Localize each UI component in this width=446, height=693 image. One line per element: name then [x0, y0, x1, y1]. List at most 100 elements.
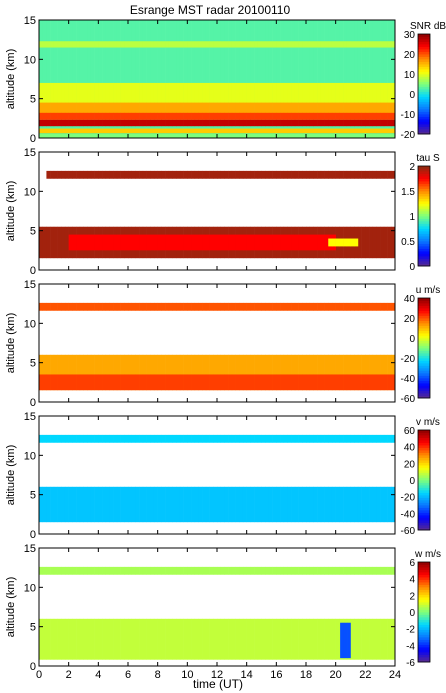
colorbar-segment	[418, 452, 430, 456]
data-cell	[194, 20, 199, 138]
data-cell	[313, 170, 318, 179]
data-cell	[306, 20, 311, 138]
colorbar-segment	[418, 111, 430, 115]
data-cell	[354, 128, 359, 134]
data-cell	[313, 134, 318, 138]
data-cell	[317, 566, 322, 575]
data-cell	[176, 102, 181, 115]
data-cell	[309, 128, 314, 134]
data-cell	[124, 119, 129, 127]
data-cell	[328, 354, 333, 391]
data-cell	[79, 618, 84, 660]
data-cell	[209, 134, 214, 138]
data-cell	[331, 434, 336, 443]
data-cell	[265, 354, 270, 391]
colorbar-tick-label: 0.5	[401, 237, 415, 248]
data-cell	[61, 566, 66, 575]
data-cell	[294, 234, 299, 251]
data-cell	[280, 302, 285, 311]
colorbar-segment	[418, 208, 430, 212]
data-cell	[350, 618, 355, 660]
colorbar-segment	[418, 238, 430, 242]
data-cell	[116, 434, 121, 443]
data-cell	[198, 170, 203, 179]
data-cell	[276, 119, 281, 127]
data-cell	[161, 374, 166, 391]
colorbar-segment	[418, 435, 430, 438]
data-cell	[128, 119, 133, 127]
data-cell	[87, 102, 92, 115]
colorbar-segment	[418, 365, 430, 369]
data-cell	[179, 302, 184, 311]
colorbar-segment	[418, 617, 430, 620]
y-tick-label: 10	[24, 54, 36, 66]
data-cell	[343, 302, 348, 311]
colorbar-segment	[418, 101, 430, 105]
data-cell	[150, 20, 155, 138]
data-cell	[280, 354, 285, 391]
data-cell	[324, 134, 329, 138]
colorbar-segment	[418, 562, 430, 565]
data-cell	[150, 170, 155, 179]
data-cell	[120, 486, 125, 523]
data-cell	[239, 134, 244, 138]
data-cell	[202, 566, 207, 575]
data-cell	[357, 128, 362, 134]
data-cell	[109, 618, 114, 660]
data-cell	[365, 20, 370, 138]
data-cell	[98, 566, 103, 575]
data-cell	[220, 102, 225, 115]
data-cell	[309, 302, 314, 311]
data-cell	[57, 134, 62, 138]
data-cell	[268, 119, 273, 127]
data-cell	[254, 112, 259, 120]
data-cell	[272, 112, 277, 120]
data-cell	[61, 102, 66, 115]
colorbar-segment	[418, 360, 430, 364]
colorbar-segment	[418, 166, 430, 169]
data-cell	[242, 486, 247, 523]
data-cell	[64, 134, 69, 138]
y-tick-label: 15	[24, 279, 36, 291]
colorbar-frame	[417, 429, 431, 531]
data-cell	[350, 102, 355, 115]
data-cell	[150, 119, 155, 127]
data-cell	[242, 234, 247, 251]
data-cell	[39, 112, 44, 120]
data-cell	[365, 618, 370, 660]
data-cell	[369, 170, 374, 179]
data-cell	[343, 82, 348, 107]
data-cell	[335, 238, 340, 247]
colorbar-tick-label: -6	[406, 658, 415, 669]
colorbar-segment	[418, 64, 430, 67]
data-cell	[179, 41, 184, 48]
data-cell	[354, 566, 359, 575]
data-cell	[302, 234, 307, 251]
data-cell	[198, 102, 203, 115]
data-cell	[317, 170, 322, 179]
data-cell	[113, 234, 118, 251]
data-cell	[287, 618, 292, 660]
data-cell	[320, 566, 325, 575]
data-cell	[350, 134, 355, 138]
data-cell	[387, 226, 392, 259]
data-cell	[361, 119, 366, 127]
colorbar-segment	[418, 574, 430, 578]
data-cell	[361, 41, 366, 48]
data-cell	[376, 566, 381, 575]
data-cell	[246, 354, 251, 391]
data-cell	[128, 20, 133, 138]
data-cell	[109, 374, 114, 391]
data-cell	[61, 226, 66, 259]
data-cell	[302, 128, 307, 134]
data-cell	[280, 486, 285, 523]
data-cell	[150, 302, 155, 311]
data-cell	[346, 41, 351, 48]
data-cell	[320, 112, 325, 120]
data-cell	[283, 128, 288, 134]
data-cell	[120, 374, 125, 391]
data-cell	[76, 234, 81, 251]
data-cell	[231, 170, 236, 179]
data-cell	[361, 486, 366, 523]
data-cell	[231, 102, 236, 115]
